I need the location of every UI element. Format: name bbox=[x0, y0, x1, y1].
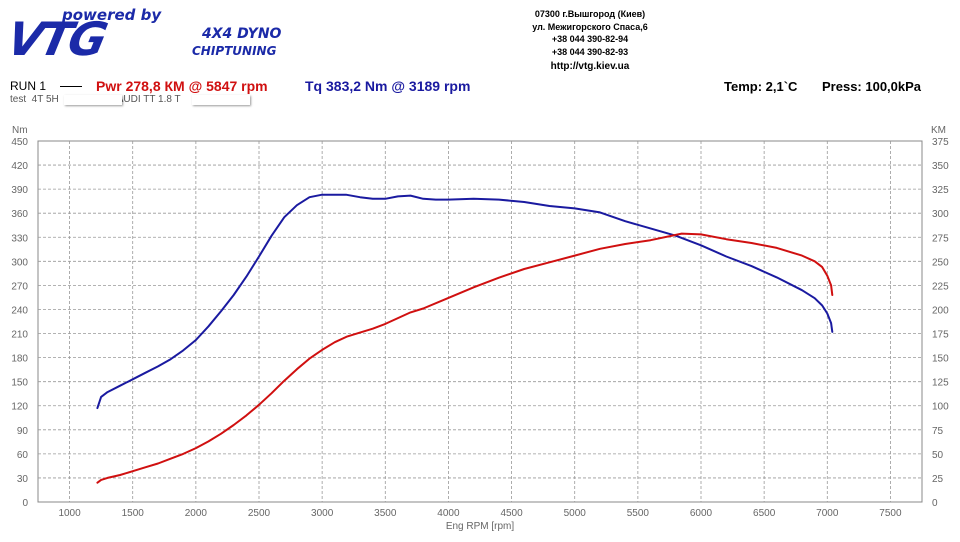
power-curve bbox=[96, 232, 834, 484]
y-left-tick-label: 30 bbox=[17, 474, 29, 485]
y-left-tick-label: 360 bbox=[11, 209, 28, 220]
x-tick-label: 7500 bbox=[879, 508, 902, 519]
x-tick-label: 4500 bbox=[500, 508, 523, 519]
y-left-tick-label: 180 bbox=[11, 354, 28, 365]
test-info: test 4T 5H AUDI TT 1.8 T bbox=[10, 94, 181, 105]
x-tick-label: 5500 bbox=[627, 508, 650, 519]
x-tick-label: 3500 bbox=[374, 508, 397, 519]
y-right-tick-label: 150 bbox=[932, 354, 949, 365]
redaction-box bbox=[64, 95, 122, 105]
y-right-tick-label: 300 bbox=[932, 209, 949, 220]
y-right-tick-label: 175 bbox=[932, 330, 949, 341]
power-peak-readout: Pwr 278,8 КМ @ 5847 rpm bbox=[96, 78, 268, 94]
redaction-box bbox=[192, 95, 250, 105]
y-right-tick-label: 125 bbox=[932, 378, 949, 389]
y-right-tick-label: 100 bbox=[932, 402, 949, 413]
plot-frame bbox=[37, 140, 923, 503]
x-tick-label: 1500 bbox=[122, 508, 145, 519]
y-left-tick-label: 390 bbox=[11, 185, 28, 196]
torque-curve bbox=[96, 193, 834, 410]
y-left-tick-label: 330 bbox=[11, 233, 28, 244]
phone-1: +38 044 390-82-94 bbox=[551, 34, 629, 44]
y-right-tick-label: 325 bbox=[932, 185, 949, 196]
address-line-2: ул. Межигорского Спаса,6 bbox=[532, 21, 648, 32]
y-right-tick-label: 375 bbox=[932, 137, 949, 148]
y-right-axis-label: KM bbox=[931, 125, 946, 136]
y-left-tick-label: 150 bbox=[11, 378, 28, 389]
torque-peak-readout: Tq 383,2 Nm @ 3189 rpm bbox=[305, 78, 471, 94]
address-line-1: 07300 г.Вышгород (Киев) bbox=[534, 9, 646, 19]
x-tick-label: 6500 bbox=[753, 508, 776, 519]
x-axis-label: Eng RPM [rpm] bbox=[446, 521, 515, 532]
y-right-tick-label: 0 bbox=[932, 498, 938, 509]
test-prefix: test 4T 5H bbox=[10, 94, 59, 105]
logo-chiptuning-text: CHIPTUNING bbox=[192, 44, 277, 58]
x-tick-label: 7000 bbox=[816, 508, 839, 519]
x-tick-label: 3000 bbox=[311, 508, 334, 519]
y-left-tick-label: 0 bbox=[22, 498, 28, 509]
test-vehicle: AUDI TT 1.8 T bbox=[116, 94, 181, 105]
pressure-readout: Press: 100,0kPa bbox=[822, 79, 922, 94]
address-block: 07300 г.Вышгород (Киев) ул. Межигорского… bbox=[490, 8, 690, 74]
x-tick-label: 4000 bbox=[437, 508, 460, 519]
phone-2: +38 044 390-82-93 bbox=[551, 46, 629, 57]
y-left-tick-label: 210 bbox=[11, 330, 28, 341]
y-left-tick-label: 90 bbox=[17, 426, 29, 437]
y-left-tick-label: 60 bbox=[17, 450, 29, 461]
x-tick-label: 2500 bbox=[248, 508, 271, 519]
website-url: http://vtg.kiev.ua bbox=[550, 61, 630, 72]
y-left-tick-label: 300 bbox=[11, 257, 28, 268]
y-left-tick-label: 450 bbox=[11, 137, 28, 148]
x-tick-label: 5000 bbox=[564, 508, 587, 519]
y-right-tick-label: 50 bbox=[932, 450, 944, 461]
run-legend-line bbox=[60, 86, 82, 87]
y-right-tick-label: 225 bbox=[932, 281, 949, 292]
temperature-readout: Temp: 2,1`C bbox=[724, 79, 798, 94]
x-tick-label: 1000 bbox=[58, 508, 81, 519]
y-left-tick-label: 420 bbox=[11, 161, 28, 172]
logo-dyno-text: 4X4 DYNO bbox=[202, 26, 282, 42]
y-left-tick-label: 270 bbox=[11, 281, 28, 292]
y-right-tick-label: 200 bbox=[932, 305, 949, 316]
y-right-tick-label: 275 bbox=[932, 233, 949, 244]
x-tick-label: 6000 bbox=[690, 508, 713, 519]
logo-powered-text: powered by bbox=[62, 6, 162, 24]
y-right-tick-label: 350 bbox=[932, 161, 949, 172]
y-right-tick-label: 25 bbox=[932, 474, 944, 485]
x-tick-label: 2000 bbox=[185, 508, 208, 519]
y-right-tick-label: 250 bbox=[932, 257, 949, 268]
y-left-tick-label: 240 bbox=[11, 305, 28, 316]
y-left-tick-label: 120 bbox=[11, 402, 28, 413]
y-right-tick-label: 75 bbox=[932, 426, 944, 437]
y-left-axis-label: Nm bbox=[12, 125, 28, 136]
run-label: RUN 1 bbox=[10, 79, 47, 93]
